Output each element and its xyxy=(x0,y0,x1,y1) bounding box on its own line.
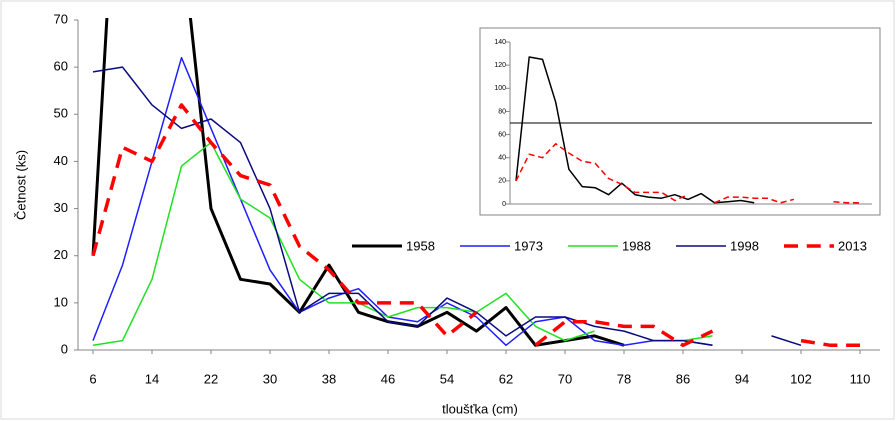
legend-label: 1988 xyxy=(622,238,651,253)
y-tick-label: 40 xyxy=(54,153,68,168)
series-line xyxy=(92,56,713,347)
x-tick-label: 110 xyxy=(850,371,871,386)
y-tick-label: 70 xyxy=(54,11,68,26)
series-line xyxy=(515,143,860,204)
y-axis-title: Četnost (ks) xyxy=(13,150,28,220)
series-line xyxy=(92,141,713,347)
x-tick-label: 46 xyxy=(381,371,395,386)
y-tick-label: 60 xyxy=(498,131,506,138)
legend-label: 1998 xyxy=(730,238,759,253)
y-tick-label: 30 xyxy=(54,200,68,215)
legend: 1958 1973 1988 1998 2013 xyxy=(340,234,885,258)
x-tick-label: 14 xyxy=(145,371,159,386)
x-tick-label: 102 xyxy=(790,371,812,386)
x-tick-label: 30 xyxy=(263,371,277,386)
x-tick-label: 38 xyxy=(322,371,336,386)
x-tick-label: 6 xyxy=(89,371,96,386)
legend-label: 1973 xyxy=(514,238,543,253)
y-tick-label: 140 xyxy=(494,39,506,46)
x-tick-label: 94 xyxy=(735,371,749,386)
y-tick-label: 10 xyxy=(54,294,68,309)
x-tick-label: 78 xyxy=(617,371,631,386)
x-tick-label: 70 xyxy=(558,371,572,386)
x-tick-label: 22 xyxy=(204,371,218,386)
y-tick-label: 0 xyxy=(502,201,506,208)
y-tick-label: 20 xyxy=(54,247,68,262)
inset-frame xyxy=(479,27,881,216)
y-tick-label: 60 xyxy=(54,59,68,74)
y-tick-label: 80 xyxy=(498,108,506,115)
y-tick-label: 50 xyxy=(54,106,68,121)
x-axis-title: tloušťka (cm) xyxy=(442,401,518,416)
y-tick-label: 0 xyxy=(61,341,68,356)
series-line xyxy=(91,103,860,348)
plot-area xyxy=(91,18,860,348)
y-tick-label: 40 xyxy=(498,155,506,162)
x-tick-label: 62 xyxy=(499,371,513,386)
y-tick-label: 100 xyxy=(494,85,506,92)
y-tick-label: 120 xyxy=(494,62,506,69)
x-tick-label: 86 xyxy=(676,371,690,386)
y-tick-label: 20 xyxy=(498,178,506,185)
x-tick-label: 54 xyxy=(440,371,454,386)
plot-area xyxy=(515,56,860,204)
legend-label: 1958 xyxy=(406,238,435,253)
legend-label: 2013 xyxy=(838,238,867,253)
